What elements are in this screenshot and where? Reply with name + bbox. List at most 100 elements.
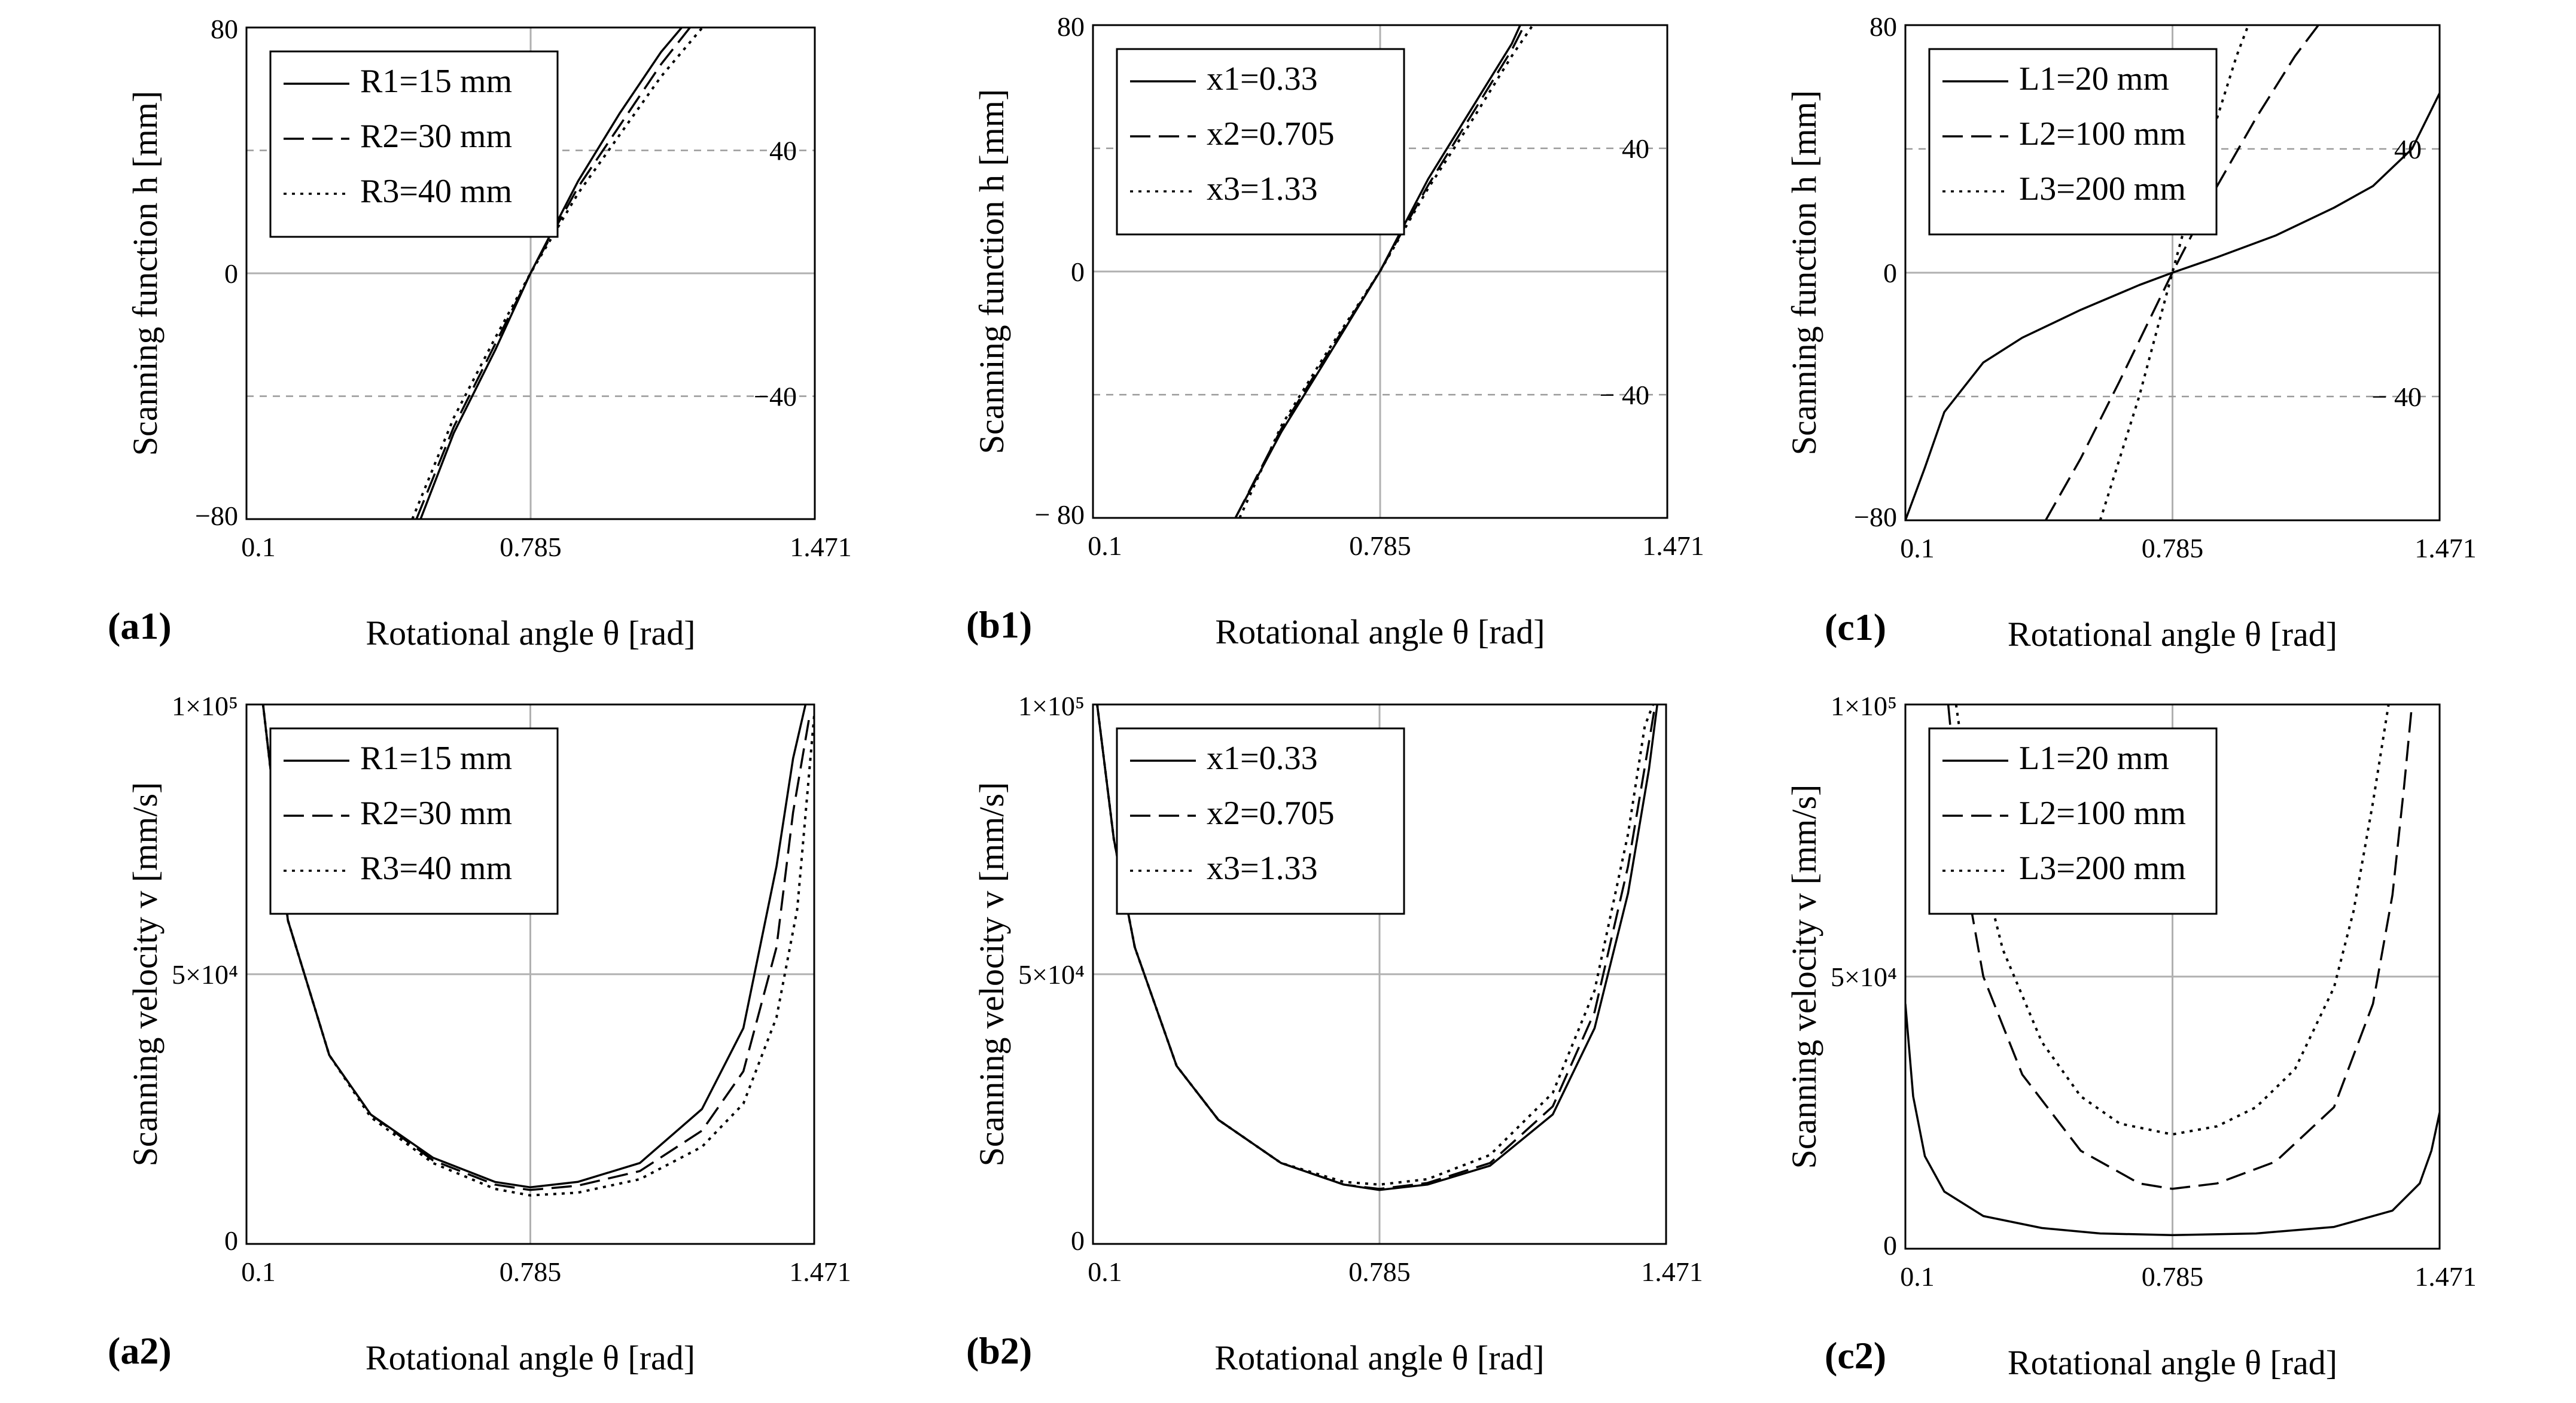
reference-line-label: − 40 bbox=[2372, 382, 2422, 412]
y-tick-label: 1×10⁵ bbox=[1018, 691, 1085, 721]
legend-entry-1: x1=0.33 bbox=[1207, 740, 1318, 777]
legend-entry-2: x2=0.705 bbox=[1207, 795, 1335, 832]
x-tick-label: 0.785 bbox=[500, 532, 562, 562]
series-line-2 bbox=[1096, 704, 1657, 1190]
legend-entry-3: L3=200 mm bbox=[2019, 170, 2186, 208]
series-line-1 bbox=[1905, 1004, 2440, 1237]
panel-label: (a2) bbox=[108, 1329, 172, 1372]
x-tick-label: 1.471 bbox=[790, 532, 852, 562]
y-tick-label: 0 bbox=[1071, 1225, 1085, 1256]
series-line-2 bbox=[261, 704, 811, 1191]
legend-entry-1: R1=15 mm bbox=[360, 63, 512, 100]
y-tick-label: 0 bbox=[224, 258, 238, 289]
y-axis-label: Scanning velocity v [mm/s] bbox=[972, 782, 1011, 1167]
y-tick-label: 5×10⁴ bbox=[172, 959, 238, 990]
legend-entry-1: L1=20 mm bbox=[2019, 740, 2169, 777]
panel-label: (a1) bbox=[108, 605, 172, 647]
x-tick-label: 0.785 bbox=[500, 1256, 562, 1287]
x-tick-label: 0.1 bbox=[1088, 1256, 1122, 1287]
y-tick-label: 5×10⁴ bbox=[1831, 962, 1897, 992]
legend-entry-2: x2=0.705 bbox=[1207, 115, 1335, 152]
legend-box bbox=[1116, 48, 1405, 236]
legend-box bbox=[1928, 48, 2218, 236]
legend-entry-3: L3=200 mm bbox=[2019, 850, 2186, 887]
legend-box bbox=[1116, 727, 1405, 915]
chart-panel-a1: 40 −40 0.1 0.785 1.471 −80 0 80 Scanning functio… bbox=[108, 14, 852, 652]
reference-line-label: 40 bbox=[769, 136, 797, 166]
x-tick-label: 0.785 bbox=[1348, 1256, 1411, 1287]
panel-label: (c2) bbox=[1825, 1334, 1886, 1377]
x-tick-label: 0.1 bbox=[241, 532, 276, 562]
plot-frame bbox=[245, 703, 815, 1245]
y-tick-label: 1×10⁵ bbox=[1831, 691, 1897, 721]
legend: R1=15 mm R2=30 mm R3=40 mm bbox=[269, 727, 559, 915]
legend-entry-1: x1=0.33 bbox=[1207, 60, 1318, 97]
y-tick-label: 80 bbox=[1869, 11, 1897, 42]
legend: R1=15 mm R2=30 mm R3=40 mm bbox=[269, 50, 559, 238]
legend-entry-3: x3=1.33 bbox=[1207, 170, 1318, 208]
plot-frame bbox=[1092, 24, 1668, 519]
legend-entry-3: R3=40 mm bbox=[360, 850, 512, 887]
x-tick-label: 1.471 bbox=[789, 1256, 851, 1287]
legend-box bbox=[269, 727, 559, 915]
x-axis-label: Rotational angle θ [rad] bbox=[2008, 1343, 2337, 1382]
plot-frame bbox=[1904, 24, 2441, 521]
x-tick-label: 0.785 bbox=[2142, 1261, 2204, 1292]
y-tick-label: 80 bbox=[211, 14, 238, 44]
y-axis-label: Scanning velocity v [mm/s] bbox=[126, 782, 165, 1167]
legend-entry-3: R3=40 mm bbox=[360, 173, 512, 210]
plot-frame bbox=[245, 26, 816, 520]
legend-entry-2: R2=30 mm bbox=[360, 118, 512, 155]
series-line-1 bbox=[1905, 93, 2440, 520]
chart-panel-c2: 0.1 0.785 1.471 0 5×10⁴ 1×10⁵ Scanning velocit… bbox=[1785, 691, 2477, 1382]
reference-line-label: − 40 bbox=[1600, 380, 1649, 410]
y-tick-label: −80 bbox=[195, 501, 238, 531]
panel-label: (b2) bbox=[966, 1329, 1032, 1372]
x-tick-label: 0.1 bbox=[1088, 530, 1122, 561]
series-line-2 bbox=[1947, 704, 2413, 1190]
y-axis-label: Scanning velocity v [mm/s] bbox=[1785, 785, 1823, 1169]
x-axis-label: Rotational angle θ [rad] bbox=[366, 614, 695, 652]
x-tick-label: 0.1 bbox=[1900, 1261, 1935, 1292]
plot-frame bbox=[1092, 703, 1667, 1245]
y-tick-label: 0 bbox=[1883, 1230, 1897, 1261]
y-tick-label: 0 bbox=[224, 1225, 238, 1256]
legend-entry-1: R1=15 mm bbox=[360, 740, 512, 777]
y-axis-label: Scanning function h [mm] bbox=[126, 91, 165, 456]
legend: L1=20 mm L2=100 mm L3=200 mm bbox=[1928, 48, 2218, 236]
y-tick-label: −80 bbox=[1854, 502, 1897, 532]
y-tick-label: 5×10⁴ bbox=[1018, 959, 1085, 990]
x-axis-label: Rotational angle θ [rad] bbox=[1215, 612, 1545, 651]
legend: L1=20 mm L2=100 mm L3=200 mm bbox=[1928, 727, 2218, 915]
y-axis-label: Scanning function h [mm] bbox=[1785, 90, 1823, 456]
y-tick-label: 1×10⁵ bbox=[172, 691, 238, 721]
y-tick-label: 0 bbox=[1071, 257, 1085, 287]
legend: x1=0.33 x2=0.705 x3=1.33 bbox=[1116, 727, 1405, 915]
chart-panel-b2: 0.1 0.785 1.471 0 5×10⁴ 1×10⁵ Scanning velocit… bbox=[966, 691, 1703, 1377]
x-tick-label: 1.471 bbox=[1642, 530, 1704, 561]
legend-entry-3: x3=1.33 bbox=[1207, 850, 1318, 887]
y-axis-label: Scanning function h [mm] bbox=[972, 89, 1011, 455]
legend-entry-1: L1=20 mm bbox=[2019, 60, 2169, 97]
x-axis-label: Rotational angle θ [rad] bbox=[2008, 615, 2337, 654]
x-tick-label: 0.785 bbox=[1349, 530, 1411, 561]
legend-box bbox=[1928, 727, 2218, 915]
y-tick-label: 80 bbox=[1057, 11, 1085, 42]
reference-line-label: 40 bbox=[1622, 133, 1649, 164]
x-tick-label: 0.785 bbox=[2142, 533, 2204, 563]
panel-label: (c1) bbox=[1825, 606, 1886, 648]
legend: x1=0.33 x2=0.705 x3=1.33 bbox=[1116, 48, 1405, 236]
x-tick-label: 0.1 bbox=[1900, 533, 1935, 563]
reference-line-label: −40 bbox=[754, 382, 797, 412]
x-axis-label: Rotational angle θ [rad] bbox=[1214, 1338, 1544, 1377]
series-line-3 bbox=[261, 704, 814, 1197]
legend-entry-2: R2=30 mm bbox=[360, 795, 512, 832]
legend-box bbox=[269, 50, 559, 238]
chart-panel-a2: 0.1 0.785 1.471 0 5×10⁴ 1×10⁵ Scanning velocit… bbox=[108, 691, 851, 1377]
x-tick-label: 1.471 bbox=[2414, 1261, 2477, 1292]
x-tick-label: 1.471 bbox=[2414, 533, 2477, 563]
panel-label: (b1) bbox=[966, 603, 1032, 646]
x-tick-label: 1.471 bbox=[1641, 1256, 1703, 1287]
